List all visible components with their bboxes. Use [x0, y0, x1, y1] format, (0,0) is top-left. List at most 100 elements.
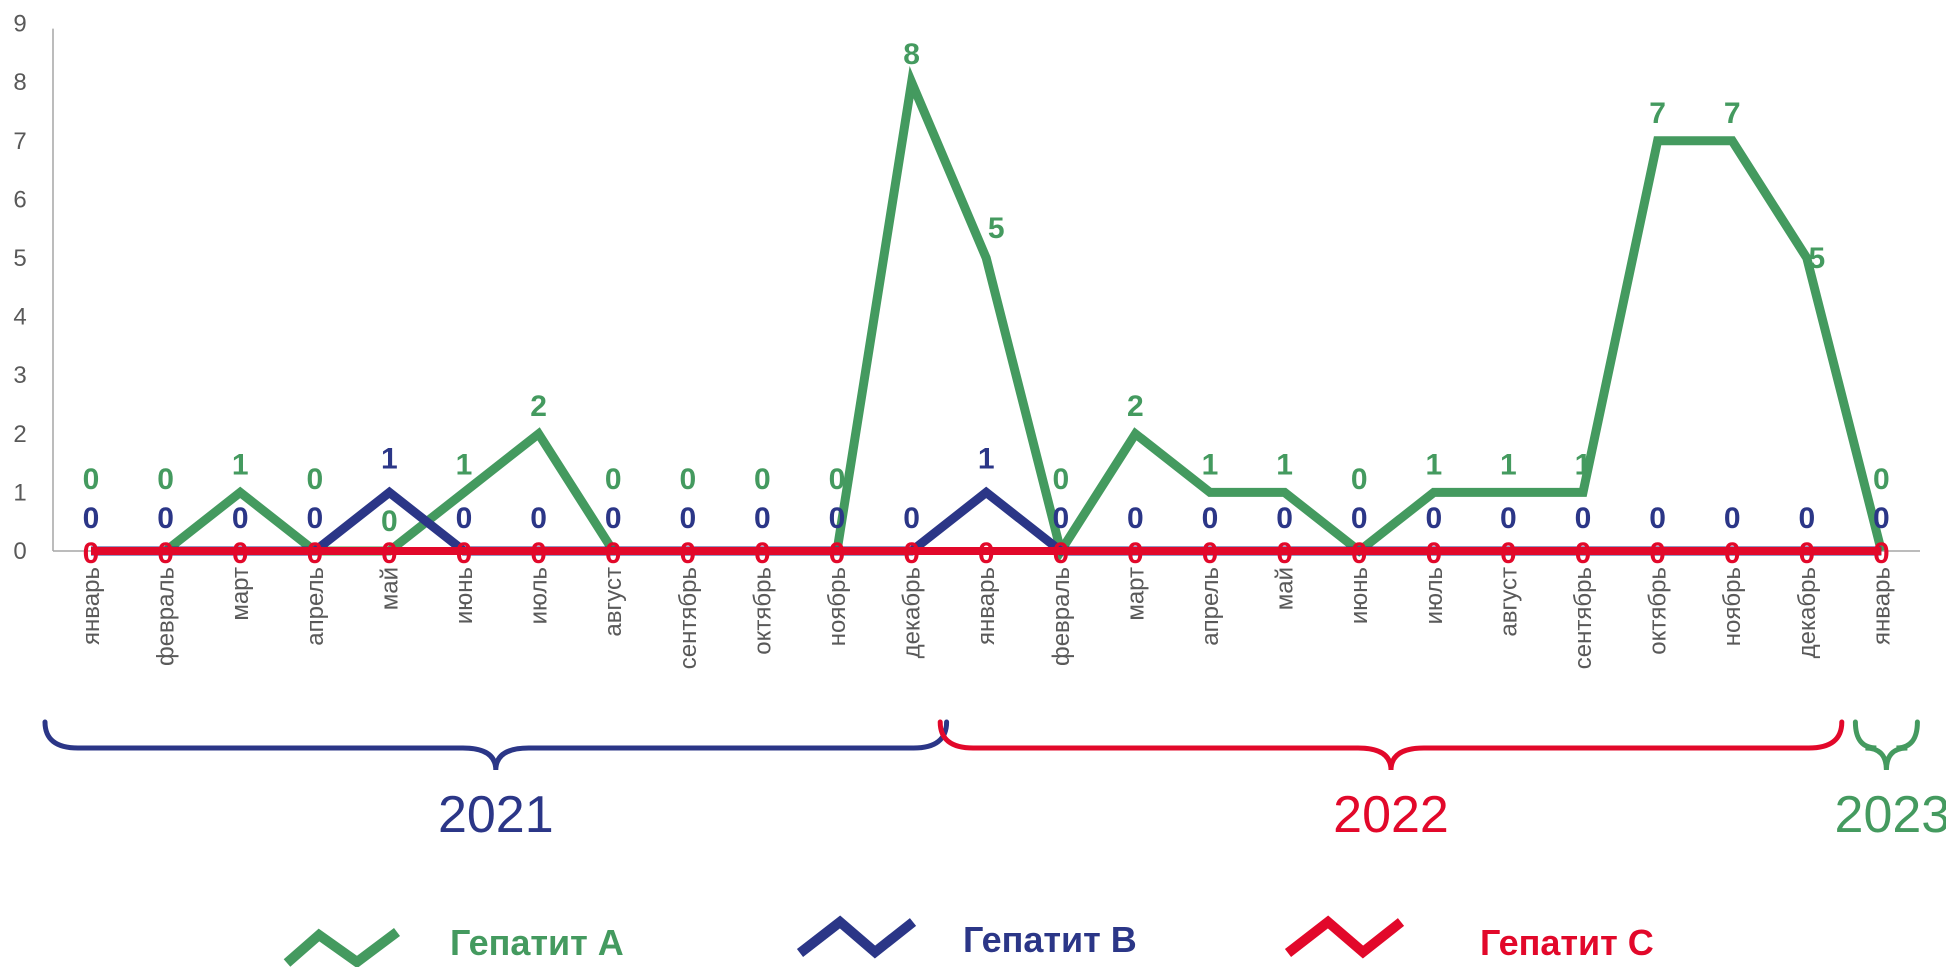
data-label-hep-a: 0 [306, 463, 323, 496]
data-label-hep-a: 0 [157, 463, 174, 496]
data-label-hep-b: 0 [679, 502, 696, 535]
data-label-hep-b: 0 [1425, 502, 1442, 535]
data-label-hep-b: 0 [1798, 502, 1815, 535]
data-label-hep-b: 0 [157, 502, 174, 535]
data-label-hep-a: 1 [1276, 448, 1293, 481]
data-label-hep-a: 0 [605, 463, 622, 496]
data-label-hep-b: 0 [1127, 502, 1144, 535]
x-tick-label: декабрь [899, 567, 926, 658]
year-brace [1852, 719, 1920, 771]
data-label-hep-c: 0 [1202, 537, 1219, 570]
data-label-hep-a: 2 [530, 390, 547, 423]
data-label-hep-b: 1 [978, 442, 995, 475]
data-label-hep-a: 0 [83, 463, 100, 496]
data-label-hep-c: 0 [1127, 537, 1144, 570]
data-label-hep-a: 8 [903, 38, 920, 71]
data-label-hep-c: 0 [679, 537, 696, 570]
y-tick-label: 7 [13, 128, 26, 155]
x-tick-label: июнь [1346, 567, 1373, 624]
y-tick-label: 3 [13, 362, 26, 389]
data-label-hep-c: 0 [232, 537, 249, 570]
x-tick-label: март [1122, 567, 1149, 621]
legend-swatch-hep-b [796, 915, 917, 959]
data-label-hep-c: 0 [1500, 537, 1517, 570]
data-label-hep-c: 0 [754, 537, 771, 570]
year-brace [937, 719, 1845, 771]
data-label-hep-c: 0 [1052, 537, 1069, 570]
legend-label-hep-c: Гепатит С [1480, 922, 1654, 963]
data-label-hep-c: 0 [903, 537, 920, 570]
x-tick-label: январь [1868, 567, 1895, 645]
year-brace [42, 719, 950, 771]
x-tick-label: август [600, 567, 627, 637]
x-tick-label: декабрь [1794, 567, 1821, 658]
data-label-hep-b: 0 [1649, 502, 1666, 535]
data-label-hep-b: 0 [1724, 502, 1741, 535]
x-tick-label: октябрь [1645, 567, 1672, 655]
x-tick-label: май [376, 567, 403, 610]
legend-label-hep-a: Гепатит А [450, 922, 624, 963]
x-tick-label: ноябрь [824, 567, 851, 646]
y-tick-label: 5 [13, 245, 26, 272]
data-label-hep-b: 0 [754, 502, 771, 535]
data-label-hep-b: 0 [530, 502, 547, 535]
data-label-hep-b: 0 [829, 502, 846, 535]
data-label-hep-c: 0 [1798, 537, 1815, 570]
data-label-hep-b: 0 [1202, 502, 1219, 535]
series-line-hep-a [91, 66, 1886, 563]
data-label-hep-a: 1 [1202, 448, 1219, 481]
data-label-hep-c: 0 [157, 537, 174, 570]
data-label-hep-c: 0 [829, 537, 846, 570]
data-label-hep-a: 2 [1127, 390, 1144, 423]
data-label-hep-b: 0 [1873, 502, 1890, 535]
data-label-hep-b: 1 [381, 442, 398, 475]
data-label-hep-a: 5 [1808, 242, 1825, 275]
legend-swatch-hep-c [1284, 915, 1405, 959]
data-label-hep-a: 7 [1649, 97, 1666, 130]
data-label-hep-c: 0 [1351, 537, 1368, 570]
legend: Гепатит А Гепатит В Гепатит С [283, 915, 1654, 967]
data-label-hep-c: 0 [83, 537, 100, 570]
data-label-hep-b: 0 [903, 502, 920, 535]
x-tick-label: ноябрь [1719, 567, 1746, 646]
data-label-hep-b: 0 [1500, 502, 1517, 535]
legend-label-hep-b: Гепатит В [963, 919, 1137, 960]
data-label-hep-a: 0 [1052, 463, 1069, 496]
data-label-hep-b: 0 [232, 502, 249, 535]
x-tick-label: январь [78, 567, 105, 645]
x-tick-label: март [227, 567, 254, 621]
y-tick-label: 8 [13, 69, 26, 96]
x-tick-label: июль [1421, 567, 1448, 624]
data-label-hep-c: 0 [456, 537, 473, 570]
data-label-hep-b: 0 [605, 502, 622, 535]
x-tick-label: сентябрь [1570, 567, 1597, 669]
data-label-hep-a: 7 [1724, 97, 1741, 130]
year-groups: 2021 2022 2023 [42, 719, 1946, 844]
x-tick-label: февраль [1048, 567, 1075, 666]
x-tick-label: июнь [451, 567, 478, 624]
x-tick-label: апрель [1197, 567, 1224, 646]
data-label-hep-b: 0 [456, 502, 473, 535]
y-tick-label: 0 [13, 538, 26, 565]
data-label-hep-c: 0 [1873, 537, 1890, 570]
data-label-hep-a: 0 [754, 463, 771, 496]
data-label-hep-c: 0 [1575, 537, 1592, 570]
year-label: 2021 [438, 786, 554, 844]
y-tick-label: 9 [13, 11, 26, 38]
data-label-hep-a: 0 [381, 505, 398, 538]
x-tick-label: август [1495, 567, 1522, 637]
data-label-hep-a: 0 [1351, 463, 1368, 496]
x-tick-label: сентябрь [675, 567, 702, 669]
series-lines [91, 66, 1886, 563]
data-label-hep-b: 0 [1575, 502, 1592, 535]
data-label-hep-b: 0 [306, 502, 323, 535]
y-tick-label: 6 [13, 186, 26, 213]
y-axis-ticks: 0 1 2 3 4 5 6 7 8 9 [13, 11, 26, 565]
x-axis-ticks: январь февраль март апрель май июнь июль август… [78, 567, 1895, 669]
data-label-hep-c: 0 [1649, 537, 1666, 570]
data-label-hep-b: 0 [1351, 502, 1368, 535]
data-label-hep-a: 1 [232, 448, 249, 481]
data-label-hep-a: 0 [1873, 463, 1890, 496]
